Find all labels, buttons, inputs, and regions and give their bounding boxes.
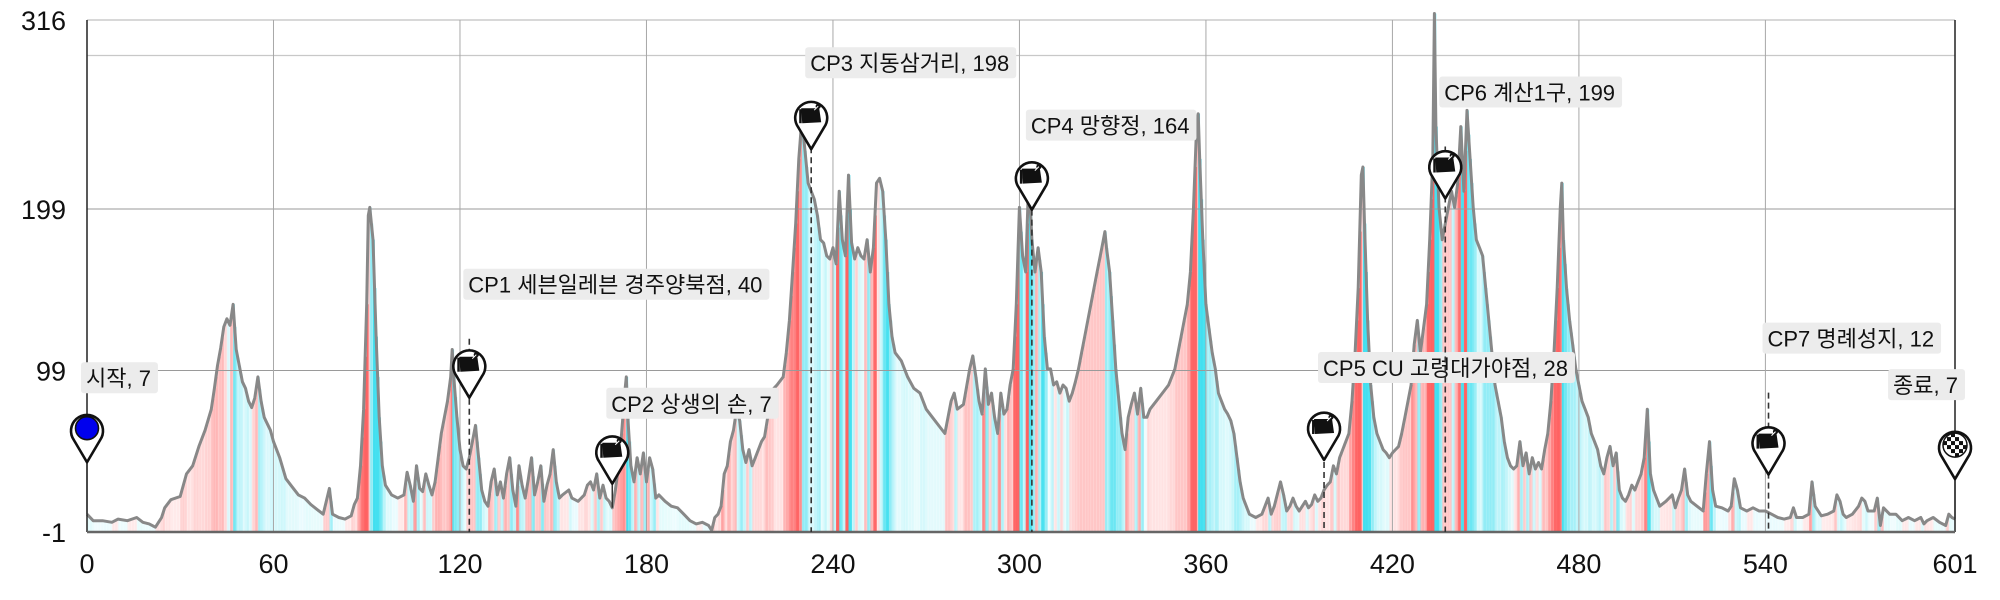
marker-label-box <box>1025 109 1197 141</box>
marker-label: 시작, 7 <box>86 366 151 391</box>
marker-label-box <box>81 362 158 394</box>
x-tick-label: 480 <box>1556 549 1601 579</box>
checkpoint-markers: 시작, 7 CP1 세븐일레븐 경주양북점, 40 CP2 상생의 손, 7 CP3 … <box>69 47 1973 532</box>
x-tick-label: 300 <box>997 549 1042 579</box>
gradient-stripes <box>87 13 1956 533</box>
marker-label-box <box>805 47 1017 79</box>
y-tick-label: 199 <box>21 195 66 225</box>
y-tick-label: -1 <box>42 518 66 548</box>
checkpoint-flag-icon <box>1751 425 1786 476</box>
y-tick-label: 316 <box>21 6 66 36</box>
checkpoint-flag-icon <box>594 435 630 486</box>
marker-cp7[interactable]: CP7 명례성지, 12 <box>1751 322 1942 532</box>
marker-label: CP1 세븐일레븐 경주양북점, 40 <box>468 273 762 298</box>
checkpoint-flag-icon <box>1014 161 1050 211</box>
marker-cp4[interactable]: CP4 망향정, 164 <box>1014 109 1197 532</box>
x-tick-label: 420 <box>1370 549 1415 579</box>
marker-end[interactable]: 종료, 7 <box>1888 369 1973 520</box>
x-tick-label: 540 <box>1743 549 1788 579</box>
marker-cp1[interactable]: CP1 세븐일레븐 경주양북점, 40 <box>452 268 770 532</box>
x-tick-label: 60 <box>258 549 288 579</box>
x-tick-label: 180 <box>624 549 669 579</box>
marker-label: CP7 명례성지, 12 <box>1768 327 1935 352</box>
marker-label: 종료, 7 <box>1893 373 1958 398</box>
x-tick-label: 601 <box>1932 549 1977 579</box>
marker-start[interactable]: 시작, 7 <box>69 362 158 515</box>
marker-cp3[interactable]: CP3 지동삼거리, 198 <box>793 47 1017 532</box>
checkpoint-flag-icon <box>452 349 487 400</box>
marker-label-box <box>606 387 779 419</box>
marker-label: CP3 지동삼거리, 198 <box>810 51 1009 76</box>
x-tick-label: 120 <box>437 549 482 579</box>
marker-label-box <box>1888 369 1965 401</box>
marker-label-box <box>1318 352 1575 384</box>
marker-cp6[interactable]: CP6 계산1구, 199 <box>1427 76 1623 532</box>
marker-label-box <box>1762 322 1942 354</box>
finish-checkered-icon <box>1937 430 1973 481</box>
x-tick-label: 240 <box>810 549 855 579</box>
x-tick-label: 0 <box>79 549 94 579</box>
marker-label: CP2 상생의 손, 7 <box>611 392 771 417</box>
marker-label-box <box>463 268 770 300</box>
checkpoint-flag-icon <box>793 100 829 151</box>
start-dot-icon <box>69 413 105 464</box>
marker-label: CP4 망향정, 164 <box>1031 114 1190 139</box>
marker-label: CP6 계산1구, 199 <box>1444 81 1615 106</box>
marker-cp2[interactable]: CP2 상생의 손, 7 <box>594 387 779 508</box>
checkpoint-flag-icon <box>1306 411 1342 462</box>
y-axis-ticks: -1 99 199 316 <box>21 6 66 548</box>
marker-label-box <box>1439 76 1623 108</box>
x-tick-label: 360 <box>1183 549 1228 579</box>
elevation-line <box>85 12 1956 532</box>
x-axis-ticks: 0 60 120 180 240 300 360 420 480 540 601 <box>79 549 1977 579</box>
y-tick-label: 99 <box>36 356 66 386</box>
checkpoint-flag-icon <box>1427 149 1463 200</box>
